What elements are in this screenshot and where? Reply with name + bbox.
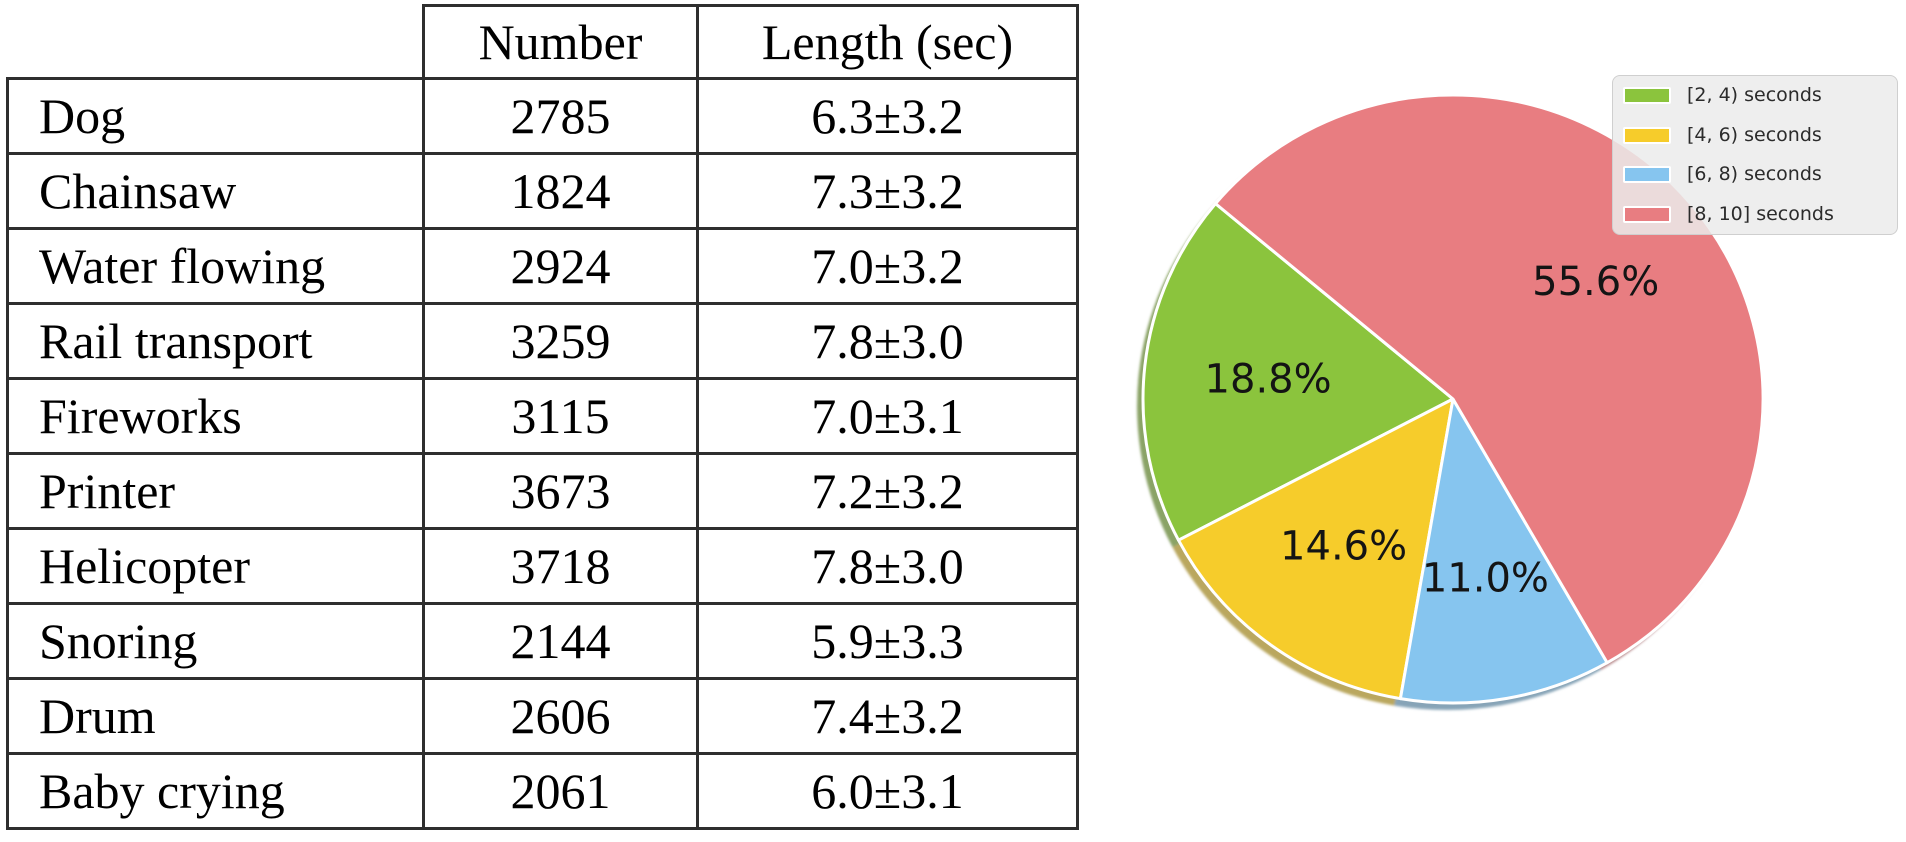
number-cell: 3259 [422, 302, 699, 380]
length-cell: 7.0±3.1 [696, 377, 1079, 455]
length-cell: 7.3±3.2 [696, 152, 1079, 230]
table-row: Water flowing 2924 7.0±3.2 [6, 227, 1079, 305]
category-cell: Water flowing [6, 227, 425, 305]
table-header-length: Length (sec) [696, 4, 1079, 80]
category-cell: Printer [6, 452, 425, 530]
table-row: Printer 3673 7.2±3.2 [6, 452, 1079, 530]
length-cell: 6.3±3.2 [696, 77, 1079, 155]
table-row: Baby crying 2061 6.0±3.1 [6, 752, 1079, 830]
legend-swatch-icon [1623, 87, 1671, 104]
pie-percent-labels: 18.8% 14.6% 11.0% 55.6% [1205, 259, 1660, 602]
legend-item: [6, 8) seconds [1623, 165, 1887, 184]
number-cell: 2144 [422, 602, 699, 680]
table-row: Rail transport 3259 7.8±3.0 [6, 302, 1079, 380]
pie-slice-0 [1141, 202, 1455, 542]
table-header-empty [7, 5, 425, 80]
legend-label: [8, 10] seconds [1687, 202, 1834, 225]
number-cell: 2061 [422, 752, 699, 830]
legend-label: [4, 6) seconds [1687, 123, 1822, 146]
pie-slices [1141, 93, 1765, 705]
pie-slice-1 [1177, 397, 1455, 701]
category-cell: Baby crying [6, 752, 425, 830]
category-cell: Chainsaw [6, 152, 425, 230]
table-row: Drum 2606 7.4±3.2 [6, 677, 1079, 755]
length-cell: 7.0±3.2 [696, 227, 1079, 305]
table-row: Chainsaw 1824 7.3±3.2 [6, 152, 1079, 230]
legend-label: [2, 4) seconds [1687, 84, 1822, 106]
legend-item: [8, 10] seconds [1623, 202, 1887, 225]
legend-item: [2, 4) seconds [1623, 86, 1887, 105]
length-cell: 7.8±3.0 [696, 527, 1079, 605]
category-cell: Helicopter [6, 527, 425, 605]
length-cell: 7.2±3.2 [696, 452, 1079, 530]
pie-legend: [2, 4) seconds [4, 6) seconds [6, 8) secon… [1612, 75, 1898, 235]
table-header-row: Number Length (sec) [7, 4, 1079, 80]
length-cell: 7.8±3.0 [696, 302, 1079, 380]
number-cell: 3718 [422, 527, 699, 605]
number-cell: 1824 [422, 152, 699, 230]
legend-swatch-icon [1623, 126, 1671, 144]
category-cell: Dog [6, 77, 425, 155]
pie-percent-label: 11.0% [1422, 556, 1549, 602]
sound-category-table-wrap: Number Length (sec) Dog 2785 6.3±3.2 Chains… [6, 4, 1079, 830]
length-cell: 7.4±3.2 [696, 677, 1079, 755]
length-cell: 5.9±3.3 [696, 602, 1079, 680]
category-cell: Fireworks [6, 377, 425, 455]
number-cell: 2606 [422, 677, 699, 755]
number-cell: 3673 [422, 452, 699, 530]
legend-swatch-icon [1623, 166, 1671, 184]
sound-category-table: Number Length (sec) Dog 2785 6.3±3.2 Chains… [6, 4, 1079, 830]
legend-label: [6, 8) seconds [1687, 163, 1822, 186]
pie-percent-label: 14.6% [1280, 524, 1407, 570]
table-header-number: Number [422, 4, 699, 80]
legend-item: [4, 6) seconds [1623, 123, 1887, 146]
number-cell: 2785 [422, 77, 699, 155]
number-cell: 3115 [422, 377, 699, 455]
table-row: Fireworks 3115 7.0±3.1 [6, 377, 1079, 455]
duration-pie-chart: 18.8% 14.6% 11.0% 55.6% [1137, 93, 1765, 711]
pie-percent-label: 55.6% [1532, 259, 1659, 305]
table-row: Snoring 2144 5.9±3.3 [6, 602, 1079, 680]
category-cell: Drum [6, 677, 425, 755]
pie-slice-2 [1398, 397, 1609, 705]
table-row: Helicopter 3718 7.8±3.0 [6, 527, 1079, 605]
pie-percent-label: 18.8% [1205, 356, 1332, 402]
table-row: Dog 2785 6.3±3.2 [6, 77, 1079, 155]
number-cell: 2924 [422, 227, 699, 305]
category-cell: Snoring [6, 602, 425, 680]
length-cell: 6.0±3.1 [696, 752, 1079, 830]
legend-swatch-icon [1623, 205, 1671, 223]
category-cell: Rail transport [6, 302, 425, 380]
